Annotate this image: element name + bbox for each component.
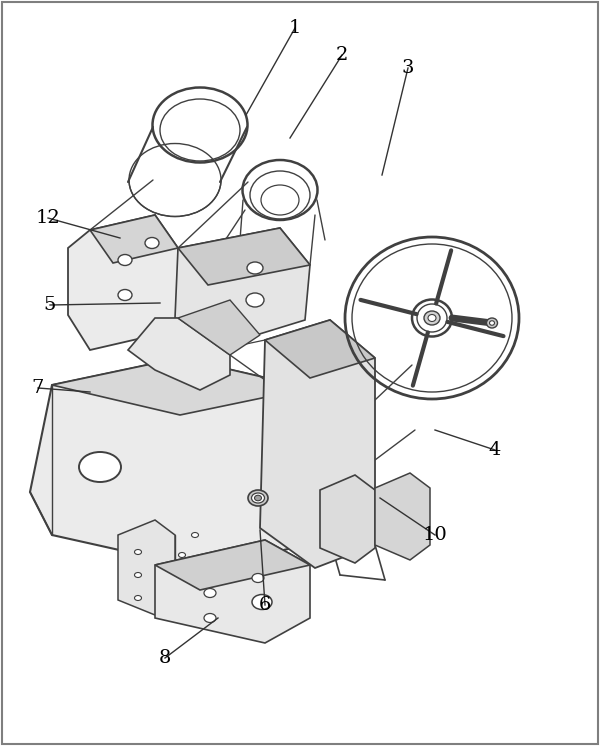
Ellipse shape [134, 595, 142, 601]
Ellipse shape [204, 613, 216, 622]
Text: 2: 2 [336, 46, 348, 64]
Ellipse shape [134, 572, 142, 577]
Ellipse shape [134, 550, 142, 554]
Ellipse shape [246, 293, 264, 307]
Text: 6: 6 [259, 596, 271, 614]
Polygon shape [68, 215, 178, 350]
Text: 7: 7 [32, 379, 44, 397]
Ellipse shape [145, 237, 159, 248]
Polygon shape [90, 215, 178, 263]
Ellipse shape [487, 318, 497, 328]
Polygon shape [310, 388, 330, 540]
Ellipse shape [118, 254, 132, 266]
Text: 5: 5 [44, 296, 56, 314]
Ellipse shape [424, 311, 440, 325]
Text: 3: 3 [402, 59, 414, 77]
Text: 1: 1 [289, 19, 301, 37]
Polygon shape [155, 540, 310, 643]
Text: 12: 12 [35, 209, 61, 227]
Ellipse shape [252, 595, 272, 609]
Ellipse shape [248, 490, 268, 506]
Polygon shape [375, 473, 430, 560]
Polygon shape [265, 320, 375, 378]
Polygon shape [128, 318, 230, 390]
Ellipse shape [118, 289, 132, 301]
Polygon shape [178, 300, 260, 355]
Ellipse shape [79, 452, 121, 482]
Ellipse shape [191, 533, 199, 538]
Ellipse shape [252, 574, 264, 583]
Ellipse shape [490, 321, 494, 325]
Ellipse shape [179, 553, 185, 557]
Polygon shape [178, 228, 310, 285]
Text: 10: 10 [422, 526, 448, 544]
Text: 4: 4 [489, 441, 501, 459]
Polygon shape [118, 520, 175, 615]
Polygon shape [175, 228, 310, 340]
Ellipse shape [254, 495, 262, 501]
Ellipse shape [204, 589, 216, 598]
Polygon shape [52, 358, 310, 415]
Text: 8: 8 [159, 649, 171, 667]
Polygon shape [30, 358, 330, 568]
Polygon shape [260, 320, 375, 568]
Ellipse shape [428, 315, 436, 322]
Ellipse shape [251, 493, 265, 503]
Polygon shape [155, 540, 310, 590]
Polygon shape [320, 475, 375, 563]
Ellipse shape [247, 262, 263, 274]
